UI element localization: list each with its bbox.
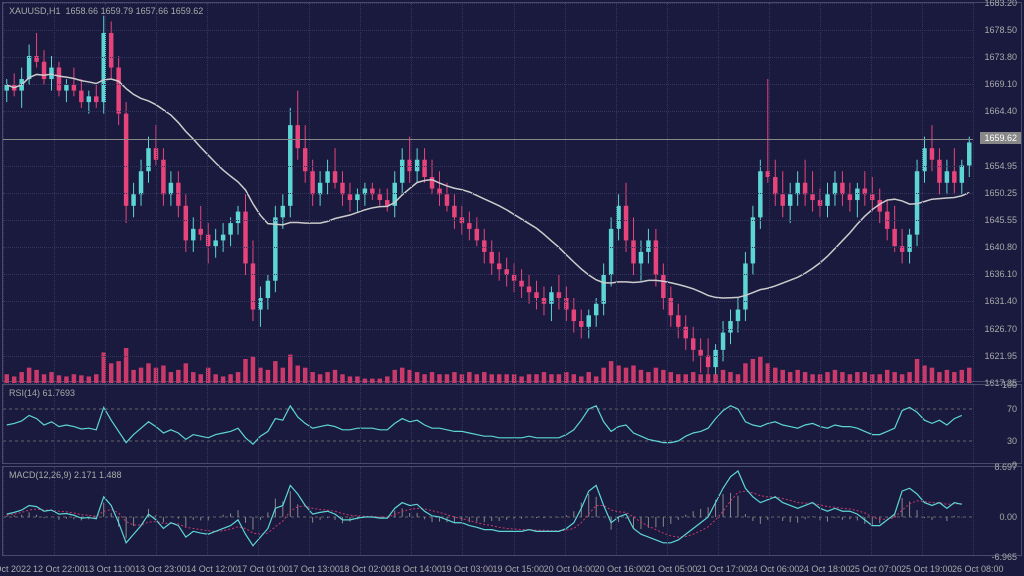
time-xtick: 17 Oct 01:00 — [237, 564, 289, 574]
time-xtick: 12 Oct 2022 — [0, 564, 31, 574]
time-xtick: 19 Oct 03:00 — [441, 564, 493, 574]
time-xtick: 13 Oct 23:00 — [135, 564, 187, 574]
rsi-canvas — [3, 385, 973, 465]
time-xtick: 19 Oct 15:00 — [493, 564, 545, 574]
price-ytick: 1678.50 — [984, 25, 1017, 35]
time-xtick: 18 Oct 14:00 — [390, 564, 442, 574]
trading-chart: XAUUSD,H1 1658.66 1659.79 1657.66 1659.6… — [0, 0, 1024, 576]
macd-panel[interactable]: MACD(12,26,9) 2.171 1.488 -6.9650.008.69… — [2, 466, 1022, 556]
symbol-label: XAUUSD,H1 1658.66 1659.79 1657.66 1659.6… — [9, 6, 203, 16]
price-ytick: 1664.40 — [984, 106, 1017, 116]
price-panel[interactable]: XAUUSD,H1 1658.66 1659.79 1657.66 1659.6… — [2, 2, 1022, 382]
price-ytick: 1645.55 — [984, 215, 1017, 225]
time-xtick: 20 Oct 16:00 — [595, 564, 647, 574]
time-xtick: 21 Oct 05:00 — [646, 564, 698, 574]
macd-canvas — [3, 467, 973, 557]
price-ytick: 1621.95 — [984, 351, 1017, 361]
rsi-panel[interactable]: RSI(14) 61.7693 03070100 — [2, 384, 1022, 464]
price-ytick: 1683.20 — [984, 0, 1017, 8]
rsi-ytick: 30 — [1007, 436, 1017, 446]
time-xtick: 17 Oct 13:00 — [288, 564, 340, 574]
price-ytick: 1636.10 — [984, 269, 1017, 279]
price-ytick: 1626.70 — [984, 324, 1017, 334]
time-xtick: 25 Oct 07:00 — [850, 564, 902, 574]
time-xtick: 18 Oct 02:00 — [339, 564, 391, 574]
macd-ytick: 0.00 — [999, 512, 1017, 522]
time-axis: 12 Oct 202212 Oct 22:0013 Oct 11:0013 Oc… — [2, 556, 1022, 574]
price-ytick: 1631.40 — [984, 296, 1017, 306]
macd-ytick: 8.697 — [994, 462, 1017, 472]
time-xtick: 24 Oct 06:00 — [748, 564, 800, 574]
price-ytick: 1654.95 — [984, 161, 1017, 171]
time-xtick: 12 Oct 22:00 — [33, 564, 85, 574]
time-xtick: 13 Oct 11:00 — [84, 564, 135, 574]
macd-label: MACD(12,26,9) 2.171 1.488 — [9, 470, 122, 480]
time-xtick: 14 Oct 12:00 — [186, 564, 238, 574]
time-xtick: 25 Oct 19:00 — [901, 564, 953, 574]
time-xtick: 21 Oct 17:00 — [697, 564, 749, 574]
price-ytick: 1673.80 — [984, 52, 1017, 62]
price-ytick: 1650.25 — [984, 188, 1017, 198]
rsi-ytick: 70 — [1007, 404, 1017, 414]
time-xtick: 24 Oct 18:00 — [799, 564, 851, 574]
time-xtick: 20 Oct 04:00 — [544, 564, 596, 574]
time-xtick: 26 Oct 08:00 — [952, 564, 1004, 574]
price-ytick: 1669.10 — [984, 79, 1017, 89]
rsi-ytick: 100 — [1002, 380, 1017, 390]
price-ytick: 1640.80 — [984, 242, 1017, 252]
current-price-badge: 1659.62 — [980, 132, 1021, 144]
rsi-label: RSI(14) 61.7693 — [9, 388, 75, 398]
